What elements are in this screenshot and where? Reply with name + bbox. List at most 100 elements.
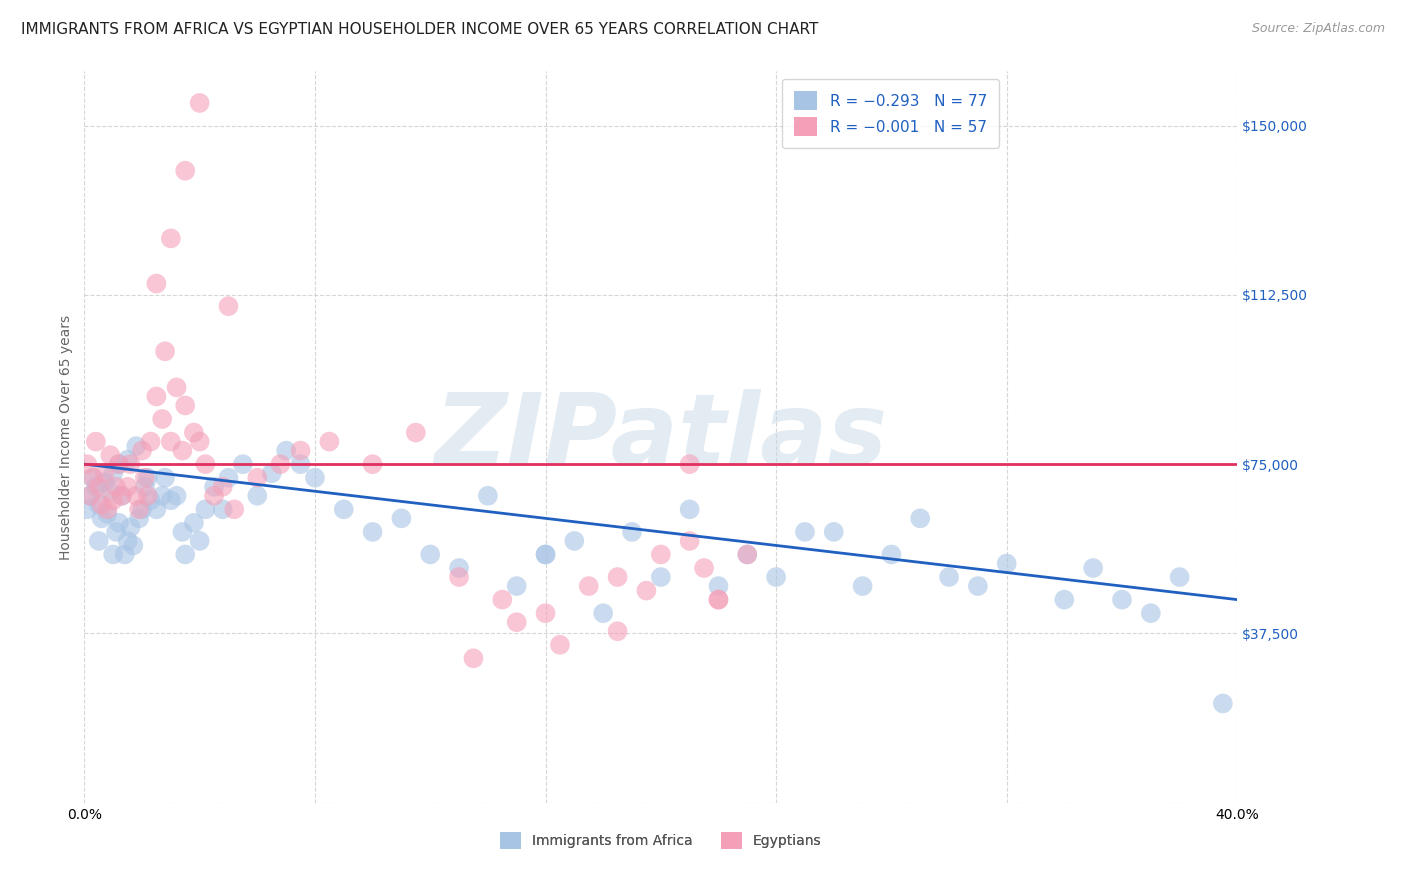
Point xyxy=(995,557,1018,571)
Point xyxy=(679,457,702,471)
Point xyxy=(650,570,672,584)
Point xyxy=(139,434,162,449)
Point xyxy=(108,516,131,530)
Point xyxy=(134,471,156,485)
Point xyxy=(852,579,875,593)
Point xyxy=(194,457,217,471)
Point xyxy=(105,524,128,539)
Point xyxy=(120,520,142,534)
Point xyxy=(174,548,197,562)
Point xyxy=(188,95,211,110)
Point xyxy=(84,480,107,494)
Point xyxy=(87,480,110,494)
Point xyxy=(153,471,176,485)
Point xyxy=(707,592,730,607)
Point xyxy=(419,548,441,562)
Point xyxy=(679,533,702,548)
Point xyxy=(737,548,759,562)
Point xyxy=(172,524,194,539)
Point xyxy=(117,533,139,548)
Point xyxy=(621,524,644,539)
Point xyxy=(276,443,298,458)
Point xyxy=(172,443,194,458)
Point xyxy=(967,579,990,593)
Point xyxy=(463,651,485,665)
Point xyxy=(93,475,115,490)
Point xyxy=(96,507,118,521)
Point xyxy=(606,570,628,584)
Point xyxy=(880,548,903,562)
Point xyxy=(188,434,211,449)
Point xyxy=(534,548,557,562)
Point xyxy=(125,439,148,453)
Point xyxy=(166,489,188,503)
Point xyxy=(87,533,110,548)
Point xyxy=(183,425,205,440)
Point xyxy=(145,502,167,516)
Point xyxy=(98,484,121,499)
Point xyxy=(150,489,173,503)
Point xyxy=(90,498,112,512)
Point xyxy=(160,434,183,449)
Point xyxy=(125,489,148,503)
Point xyxy=(693,561,716,575)
Point xyxy=(592,606,614,620)
Point xyxy=(218,471,240,485)
Point xyxy=(449,561,471,575)
Point xyxy=(290,443,312,458)
Point xyxy=(103,466,124,480)
Text: Source: ZipAtlas.com: Source: ZipAtlas.com xyxy=(1251,22,1385,36)
Point xyxy=(150,412,173,426)
Point xyxy=(183,516,205,530)
Point xyxy=(1083,561,1105,575)
Point xyxy=(765,570,787,584)
Point xyxy=(76,457,98,471)
Point xyxy=(506,615,529,630)
Point xyxy=(211,502,233,516)
Point xyxy=(111,489,134,503)
Point xyxy=(449,570,471,584)
Legend: Immigrants from Africa, Egyptians: Immigrants from Africa, Egyptians xyxy=(495,826,827,855)
Point xyxy=(111,489,134,503)
Point xyxy=(269,457,291,471)
Point xyxy=(131,502,153,516)
Point xyxy=(224,502,246,516)
Point xyxy=(108,457,131,471)
Point xyxy=(160,231,183,245)
Point xyxy=(938,570,960,584)
Point xyxy=(82,471,104,485)
Point xyxy=(361,524,384,539)
Point xyxy=(260,466,283,480)
Point xyxy=(405,425,427,440)
Point xyxy=(114,548,136,562)
Point xyxy=(534,606,557,620)
Point xyxy=(79,489,101,503)
Text: IMMIGRANTS FROM AFRICA VS EGYPTIAN HOUSEHOLDER INCOME OVER 65 YEARS CORRELATION : IMMIGRANTS FROM AFRICA VS EGYPTIAN HOUSE… xyxy=(21,22,818,37)
Point xyxy=(131,443,153,458)
Point xyxy=(290,457,312,471)
Point xyxy=(606,624,628,639)
Point xyxy=(202,489,225,503)
Point xyxy=(108,457,131,471)
Point xyxy=(98,448,121,462)
Point xyxy=(117,480,139,494)
Point xyxy=(153,344,176,359)
Point xyxy=(737,548,759,562)
Point xyxy=(120,457,142,471)
Point xyxy=(794,524,817,539)
Point xyxy=(910,511,932,525)
Point xyxy=(1212,697,1234,711)
Point xyxy=(318,434,340,449)
Point xyxy=(174,399,197,413)
Point xyxy=(103,493,124,508)
Point xyxy=(1111,592,1133,607)
Point xyxy=(578,579,600,593)
Point xyxy=(823,524,845,539)
Point xyxy=(333,502,356,516)
Point xyxy=(93,466,115,480)
Point xyxy=(103,548,124,562)
Point xyxy=(679,502,702,516)
Point xyxy=(136,489,159,503)
Point xyxy=(174,163,197,178)
Point xyxy=(145,389,167,403)
